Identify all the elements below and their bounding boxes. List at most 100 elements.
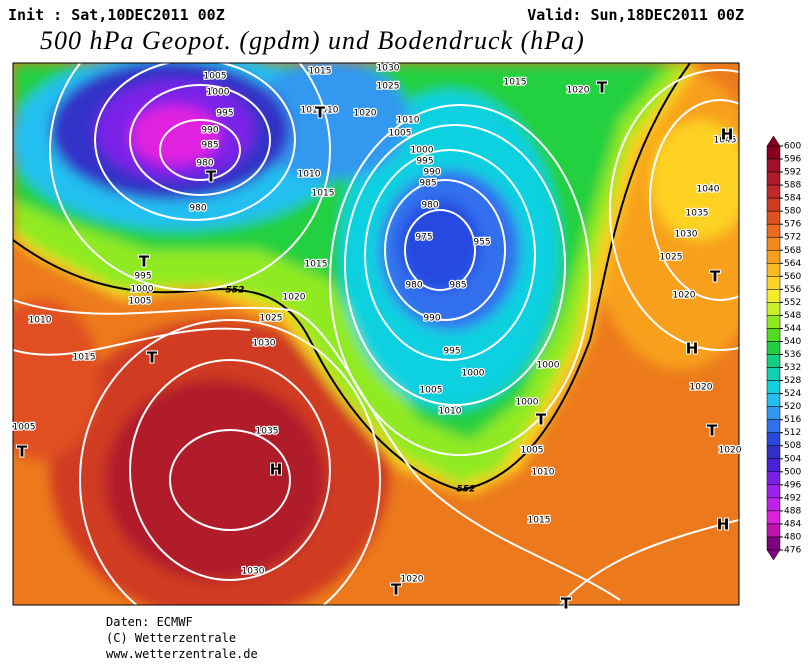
isobar-label: 975 — [415, 233, 432, 243]
isobar-label: 1005 — [13, 423, 36, 433]
isobar-label: 955 — [473, 238, 490, 248]
isobar-label: 995 — [134, 272, 151, 282]
colorbar-tick-label: 600 — [784, 142, 801, 152]
isobar-label: 1005 — [420, 386, 443, 396]
colorbar-tick-label: 572 — [784, 233, 801, 243]
colorbar-tick-label: 528 — [784, 376, 801, 386]
pressure-center: T — [561, 595, 572, 613]
isobar-label: 1020 — [567, 86, 590, 96]
isobar-label: 980 — [189, 204, 206, 214]
pressure-center: T — [315, 104, 326, 122]
isobar-label: 980 — [405, 281, 422, 291]
valid-time: Valid: Sun,18DEC2011 00Z — [527, 6, 744, 24]
colorbar-swatch — [766, 250, 781, 264]
isobar-label: 1010 — [29, 316, 52, 326]
colorbar-swatch — [766, 536, 781, 551]
pressure-center: T — [536, 411, 547, 429]
isobar-label: 1030 — [242, 567, 265, 577]
colorbar-tick-label: 544 — [784, 324, 801, 334]
pressure-center: H — [270, 461, 283, 479]
pressure-center: H — [686, 340, 699, 358]
isobar-label: 1000 — [131, 285, 154, 295]
isobar-label: 1015 — [504, 78, 527, 88]
colorbar-swatch — [766, 445, 781, 460]
colorbar-swatch — [766, 171, 781, 186]
isobar-label: 1020 — [354, 109, 377, 119]
colorbar-swatch — [766, 471, 781, 486]
pressure-center: T — [147, 349, 158, 367]
isobar-label: 1025 — [260, 314, 283, 324]
isobar-label: 1000 — [537, 361, 560, 371]
colorbar-swatch — [766, 354, 781, 368]
isobar-label: 1005 — [521, 446, 544, 456]
isobar-label: 1010 — [532, 468, 555, 478]
isobar-label: 1030 — [253, 339, 276, 349]
isobar-label: 1020 — [401, 575, 424, 585]
pressure-center: T — [139, 253, 150, 271]
colorbar-swatch — [766, 197, 781, 212]
colorbar-swatch — [766, 302, 781, 316]
isobar-label: 1010 — [397, 116, 420, 126]
isobar-label: 1010 — [316, 106, 339, 116]
colorbar-tick-label: 524 — [784, 389, 801, 399]
isobar-label: 1040 — [697, 185, 720, 195]
colorbar-tick-label: 576 — [784, 220, 801, 230]
isobar-label: 1030 — [675, 230, 698, 240]
isobar-label: 980 — [421, 201, 438, 211]
map-title: 500 hPa Geopot. (gpdm) und Bodendruck (h… — [40, 26, 585, 55]
colorbar-swatch — [766, 497, 781, 512]
colorbar-tick-label: 596 — [784, 155, 801, 165]
colorbar-tick-label: 588 — [784, 181, 801, 191]
isobar-label: 1025 — [377, 82, 400, 92]
isobar-label: 1035 — [686, 209, 709, 219]
pressure-center: T — [710, 268, 721, 286]
colorbar-tick-label: 580 — [784, 207, 801, 217]
copyright: (C) Wetterzentrale — [106, 631, 237, 645]
colorbar-tick-label: 496 — [784, 480, 801, 490]
colorbar-swatch — [766, 210, 781, 225]
colorbar-swatch — [766, 510, 781, 525]
isobar-label: 1015 — [309, 67, 332, 77]
contour-label: 552 — [457, 485, 476, 495]
isobar-label: 990 — [423, 168, 440, 178]
isobar-label: 1010 — [298, 170, 321, 180]
colorbar-swatch — [766, 484, 781, 499]
isobar-label: 1015 — [305, 260, 328, 270]
colorbar-swatch — [766, 289, 781, 303]
pressure-center: T — [707, 422, 718, 440]
isobar-label: 995 — [416, 157, 433, 167]
pressure-center: T — [597, 79, 608, 97]
colorbar-swatch — [766, 328, 781, 342]
isobar-label: 995 — [216, 109, 233, 119]
colorbar-tick-label: 512 — [784, 428, 801, 438]
isobar-label: 1045 — [714, 136, 737, 146]
isobar-label: 985 — [449, 281, 466, 291]
geopotential-field — [13, 63, 739, 605]
data-source: Daten: ECMWF — [106, 615, 193, 629]
colorbar-swatch — [766, 263, 781, 277]
colorbar-swatch — [766, 184, 781, 199]
website: www.wetterzentrale.de — [106, 647, 258, 661]
colorbar-swatch — [766, 458, 781, 473]
isobar-label: 995 — [443, 347, 460, 357]
colorbar-swatch — [766, 523, 781, 538]
isobar-label: 1010 — [301, 106, 324, 116]
colorbar-swatch — [766, 406, 781, 420]
colorbar-tick-label: 520 — [784, 402, 801, 412]
isobar-label: 980 — [196, 159, 213, 169]
colorbar-tick-label: 564 — [784, 259, 801, 269]
colorbar-tick-label: 592 — [784, 168, 801, 178]
isobar-label: 1000 — [207, 88, 230, 98]
colorbar-tick-label: 476 — [784, 546, 801, 556]
colorbar-swatch — [766, 380, 781, 394]
colorbar-swatch — [766, 223, 781, 238]
pressure-center: T — [391, 581, 402, 599]
isobar-label: 1025 — [660, 253, 683, 263]
isobar-label: 1000 — [462, 369, 485, 379]
isobar-label: 1020 — [690, 383, 713, 393]
isobar-label: 1000 — [411, 146, 434, 156]
pressure-center: H — [721, 126, 734, 144]
isobar-label: 1020 — [719, 446, 742, 456]
isobar-label: 1010 — [439, 407, 462, 417]
